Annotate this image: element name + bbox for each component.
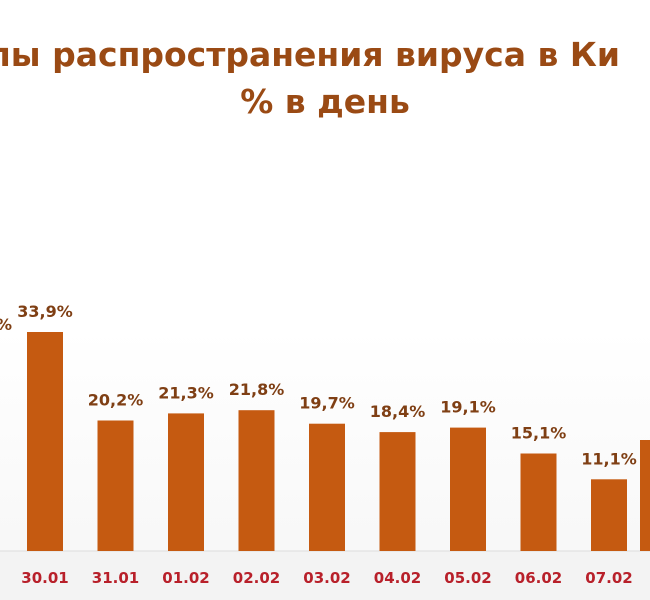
category-axis-band — [0, 551, 650, 600]
category-label-31.01: 31.01 — [92, 569, 139, 587]
category-label-01.02: 01.02 — [162, 569, 209, 587]
data-label-06.02: 15,1% — [511, 424, 567, 443]
bar-04.02 — [379, 432, 416, 551]
data-label-30.01: 33,9% — [17, 302, 73, 321]
category-label-02.02: 02.02 — [233, 569, 280, 587]
data-label-04.02: 18,4% — [370, 402, 426, 421]
category-label-30.01: 30.01 — [21, 569, 68, 587]
partial-data-label-left: % — [0, 315, 12, 334]
chart-title-line-1: пы распространения вируса в Ки — [0, 35, 620, 74]
data-label-07.02: 11,1% — [581, 449, 637, 468]
data-label-01.02: 21,3% — [158, 383, 214, 402]
bar-06.02 — [520, 453, 557, 551]
partial-bar-right — [640, 440, 650, 551]
data-label-02.02: 21,8% — [229, 380, 285, 399]
bar-05.02 — [450, 427, 486, 551]
bar-03.02 — [309, 423, 345, 551]
bar-01.02 — [168, 413, 204, 551]
bar-31.01 — [97, 420, 134, 551]
data-label-31.01: 20,2% — [88, 391, 144, 410]
category-label-06.02: 06.02 — [515, 569, 562, 587]
category-label-07.02: 07.02 — [585, 569, 632, 587]
category-label-05.02: 05.02 — [444, 569, 491, 587]
bar-07.02 — [591, 479, 627, 551]
bar-30.01 — [27, 332, 63, 551]
chart-title-line-2: % в день — [240, 82, 410, 121]
category-label-03.02: 03.02 — [303, 569, 350, 587]
data-label-03.02: 19,7% — [299, 394, 355, 413]
bar-02.02 — [238, 410, 275, 551]
data-label-05.02: 19,1% — [440, 398, 496, 417]
category-label-04.02: 04.02 — [374, 569, 421, 587]
